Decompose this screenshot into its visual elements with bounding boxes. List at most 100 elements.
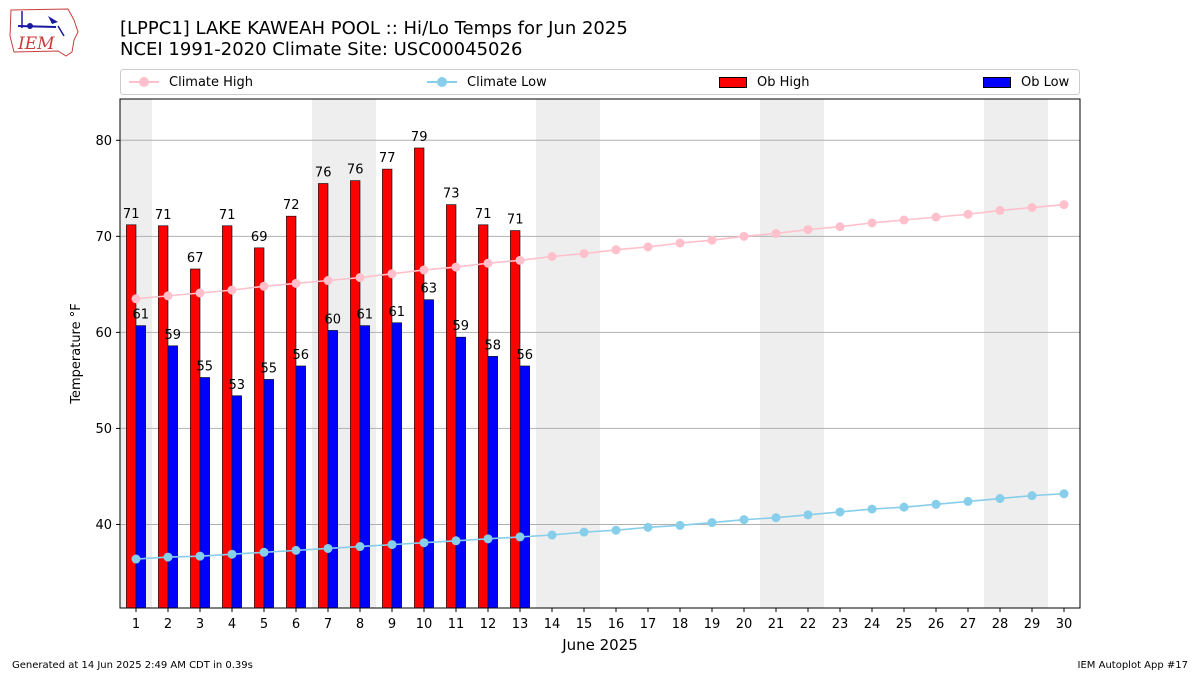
point-climate-high-day-18 — [675, 238, 685, 248]
point-climate-low-day-4 — [227, 549, 237, 559]
label-ob-low-day-10: 63 — [421, 282, 438, 297]
legend-marker-climate-low — [427, 77, 457, 87]
bar-ob-high-day-10 — [414, 147, 425, 609]
y-tick-label-70: 70 — [95, 230, 112, 245]
bar-ob-high-day-2 — [158, 225, 169, 609]
point-climate-low-day-22 — [803, 510, 813, 520]
label-ob-high-day-6: 72 — [283, 198, 300, 213]
bar-ob-high-day-3 — [190, 268, 201, 609]
bar-ob-low-day-5 — [263, 379, 274, 609]
label-ob-high-day-10: 79 — [411, 130, 428, 145]
weekend-band-day-28 — [984, 99, 1016, 608]
point-climate-high-day-30 — [1059, 200, 1069, 210]
label-ob-high-day-13: 71 — [507, 213, 524, 228]
label-ob-low-day-5: 55 — [261, 361, 278, 376]
point-climate-low-day-28 — [995, 494, 1005, 504]
point-climate-low-day-30 — [1059, 489, 1069, 499]
label-ob-low-day-3: 55 — [197, 360, 214, 375]
legend-item-climate-high: Climate High — [129, 73, 253, 91]
bar-ob-low-day-9 — [391, 322, 402, 609]
point-climate-high-day-2 — [163, 291, 173, 301]
x-tick-label-6: 6 — [292, 617, 300, 632]
y-tick-label-40: 40 — [95, 518, 112, 533]
point-climate-low-day-17 — [643, 522, 653, 532]
legend-label-climate-low: Climate Low — [467, 74, 547, 90]
point-climate-high-day-22 — [803, 225, 813, 235]
x-tick-label-23: 23 — [832, 617, 849, 632]
point-climate-low-day-25 — [899, 502, 909, 512]
point-climate-low-day-24 — [867, 504, 877, 514]
chart-subtitle: NCEI 1991-2020 Climate Site: USC00045026 — [120, 39, 523, 60]
point-climate-low-day-19 — [707, 518, 717, 528]
weekend-band-day-14 — [536, 99, 568, 608]
label-ob-low-day-11: 59 — [453, 319, 470, 334]
chart-title-block: [LPPC1] LAKE KAWEAH POOL :: Hi/Lo Temps … — [120, 18, 628, 60]
bar-ob-high-day-6 — [286, 215, 297, 609]
label-ob-low-day-4: 53 — [229, 378, 246, 393]
point-climate-low-day-20 — [739, 515, 749, 525]
label-ob-high-day-1: 71 — [123, 207, 140, 222]
legend-label-climate-high: Climate High — [169, 74, 254, 90]
x-tick-label-18: 18 — [672, 617, 689, 632]
legend-item-ob-high: Ob High — [719, 73, 810, 91]
point-climate-high-day-19 — [707, 235, 717, 245]
x-tick-label-2: 2 — [164, 617, 172, 632]
bar-ob-high-day-7 — [318, 183, 329, 609]
point-climate-high-day-10 — [419, 265, 429, 275]
y-tick-label-50: 50 — [95, 422, 112, 437]
point-climate-high-day-11 — [451, 262, 461, 272]
label-ob-low-day-6: 56 — [293, 348, 310, 363]
label-ob-low-day-1: 61 — [133, 308, 150, 323]
bar-ob-low-day-10 — [423, 299, 434, 609]
x-tick-label-22: 22 — [800, 617, 817, 632]
label-ob-low-day-12: 58 — [485, 338, 502, 353]
label-ob-high-day-9: 77 — [379, 151, 396, 166]
point-climate-low-day-9 — [387, 540, 397, 550]
x-tick-label-26: 26 — [928, 617, 945, 632]
plot-area — [120, 99, 1080, 608]
bar-ob-low-day-2 — [167, 345, 178, 609]
point-climate-high-day-28 — [995, 205, 1005, 215]
point-climate-low-day-2 — [163, 552, 173, 562]
label-ob-high-day-12: 71 — [475, 207, 492, 222]
point-climate-high-day-13 — [515, 255, 525, 265]
point-climate-high-day-27 — [963, 209, 973, 219]
point-climate-low-day-12 — [483, 534, 493, 544]
x-tick-label-20: 20 — [736, 617, 753, 632]
point-climate-low-day-18 — [675, 520, 685, 530]
x-axis-label: June 2025 — [561, 636, 638, 654]
label-ob-high-day-5: 69 — [251, 230, 268, 245]
plot-frame — [119, 98, 1081, 609]
point-climate-low-day-21 — [771, 513, 781, 523]
bar-ob-high-day-11 — [446, 204, 457, 609]
y-tick-label-80: 80 — [95, 134, 112, 149]
point-climate-low-day-26 — [931, 499, 941, 509]
x-tick-label-11: 11 — [448, 617, 465, 632]
x-tick-label-15: 15 — [576, 617, 593, 632]
line-climate-low — [135, 492, 1065, 560]
label-ob-low-day-13: 56 — [517, 348, 534, 363]
bar-ob-high-day-13 — [510, 230, 521, 609]
point-climate-high-day-20 — [739, 231, 749, 241]
line-climate-high — [135, 203, 1065, 300]
bar-ob-low-day-1 — [135, 325, 146, 609]
point-climate-high-day-7 — [323, 276, 333, 286]
x-tick-label-1: 1 — [132, 617, 140, 632]
x-tick-label-12: 12 — [480, 617, 497, 632]
point-climate-high-day-24 — [867, 218, 877, 228]
point-climate-low-day-29 — [1027, 491, 1037, 501]
point-climate-low-day-11 — [451, 536, 461, 546]
weekend-band-day-7 — [312, 99, 344, 608]
legend-label-ob-low: Ob Low — [1021, 74, 1070, 90]
bar-ob-low-day-11 — [455, 336, 466, 609]
x-tick-label-29: 29 — [1024, 617, 1041, 632]
bar-ob-high-day-8 — [350, 180, 361, 609]
bar-ob-high-day-4 — [222, 225, 233, 609]
bar-ob-high-day-9 — [382, 168, 393, 609]
x-tick-label-17: 17 — [640, 617, 657, 632]
bar-ob-low-day-6 — [295, 365, 306, 609]
label-ob-high-day-8: 76 — [347, 163, 364, 178]
x-tick-label-8: 8 — [356, 617, 364, 632]
label-ob-low-day-9: 61 — [389, 305, 406, 320]
x-tick-label-16: 16 — [608, 617, 625, 632]
